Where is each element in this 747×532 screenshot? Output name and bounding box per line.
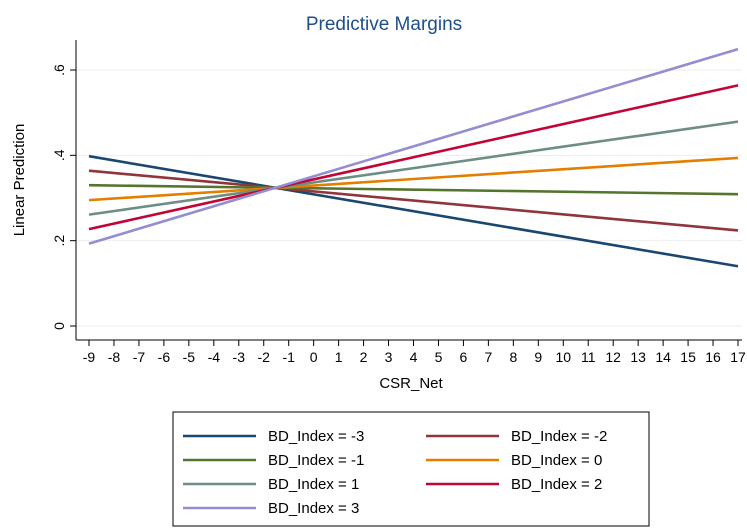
legend-label: BD_Index = 0 [511, 452, 602, 469]
y-tick-label: .6 [51, 64, 67, 76]
x-tick-label: -2 [258, 349, 271, 365]
x-axis-ticks: -9 -8 -7 -6 -5 -4 -3 -2 -1 0 1 2 3 4 5 6 7 8 9 10 11 12 13 14 15… [83, 340, 746, 365]
x-tick-label: 7 [484, 349, 492, 365]
x-tick-label: 2 [360, 349, 368, 365]
x-tick-label: 13 [630, 349, 646, 365]
series-line-2 [88, 183, 739, 196]
x-tick-label: 5 [435, 349, 443, 365]
x-tick-label: -9 [83, 349, 96, 365]
legend-label: BD_Index = -1 [268, 452, 364, 469]
x-tick-label: 3 [385, 349, 393, 365]
legend-label: BD_Index = -2 [511, 428, 607, 445]
x-tick-label: -5 [183, 349, 196, 365]
series-line-6 [88, 47, 739, 245]
legend-label: BD_Index = -3 [268, 428, 364, 445]
legend: BD_Index = -3 BD_Index = -2 BD_Index = -1 B… [172, 411, 650, 527]
series-line-1 [88, 169, 739, 232]
x-tick-label: -4 [208, 349, 221, 365]
x-tick-label: -8 [108, 349, 121, 365]
y-tick-label: .4 [51, 149, 67, 161]
legend-label: BD_Index = 2 [511, 476, 602, 493]
series-lines [88, 47, 739, 268]
y-axis-ticks: 0 .2 .4 .6 [51, 64, 76, 330]
x-tick-label: 15 [680, 349, 696, 365]
x-tick-label: 9 [534, 349, 542, 365]
x-tick-label: 16 [705, 349, 721, 365]
plot-area: 0.2.4.6 -9 -8 -7 -6 -5 -4 -3 -2 -1 0 1 2 3 4 5 6 7 8 9 10 11… [51, 40, 746, 365]
x-tick-label: 1 [335, 349, 343, 365]
legend-label: BD_Index = 3 [268, 500, 359, 517]
x-tick-label: -3 [233, 349, 246, 365]
x-tick-label: -6 [158, 349, 171, 365]
x-tick-label: 14 [655, 349, 671, 365]
x-tick-label: 12 [605, 349, 621, 365]
series-line-5 [88, 84, 739, 231]
y-axis-title: Linear Prediction [11, 124, 28, 237]
gridlines [76, 69, 742, 327]
x-tick-label: 11 [581, 349, 596, 365]
y-tick-label: 0 [51, 322, 67, 330]
x-tick-label: 0 [310, 349, 318, 365]
legend-label: BD_Index = 1 [268, 476, 359, 493]
x-tick-label: -7 [133, 349, 146, 365]
legend-items: BD_Index = -3 BD_Index = -2 BD_Index = -1 B… [183, 428, 607, 517]
x-tick-label: -1 [282, 349, 295, 365]
y-tick-label: .2 [51, 235, 67, 247]
x-tick-label: 8 [509, 349, 517, 365]
x-tick-label: 6 [460, 349, 468, 365]
x-axis-title: CSR_Net [379, 375, 443, 392]
series-line-4 [88, 120, 739, 216]
series-line-3 [88, 156, 739, 202]
series-line-0 [88, 154, 739, 268]
x-tick-label: 4 [410, 349, 418, 365]
chart-title: Predictive Margins [306, 14, 462, 35]
x-tick-label: 10 [555, 349, 571, 365]
x-tick-label: 17 [730, 349, 746, 365]
